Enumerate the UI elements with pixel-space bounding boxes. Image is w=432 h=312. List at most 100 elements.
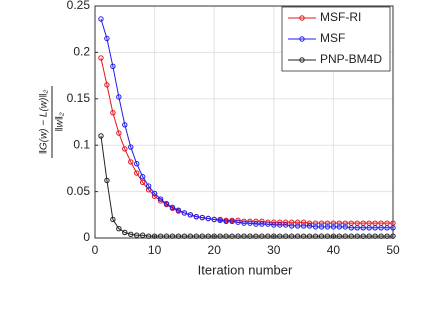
data-point xyxy=(157,233,164,239)
data-point xyxy=(348,225,354,231)
y-tick-label: 0.05 xyxy=(67,184,91,198)
data-point xyxy=(330,224,337,230)
data-point xyxy=(330,233,337,239)
legend-marker xyxy=(299,36,305,42)
data-point xyxy=(193,233,200,239)
x-tick-label: 10 xyxy=(148,243,162,257)
data-point xyxy=(390,225,396,231)
data-point xyxy=(181,210,188,216)
data-point xyxy=(283,233,289,239)
data-point xyxy=(271,219,277,225)
data-point xyxy=(241,233,247,239)
data-point xyxy=(122,146,128,152)
data-point xyxy=(306,233,313,239)
data-point xyxy=(169,233,176,239)
data-point xyxy=(390,233,396,239)
x-tick-label: 50 xyxy=(386,243,400,257)
data-point xyxy=(372,233,378,239)
data-point xyxy=(271,233,277,239)
data-point xyxy=(336,224,343,230)
data-point xyxy=(324,224,331,230)
data-point xyxy=(277,219,283,225)
data-point xyxy=(306,220,313,226)
data-point xyxy=(288,223,295,229)
data-point xyxy=(193,213,200,220)
y-label-numerator: ‖G(w) − L(w)‖₂ xyxy=(39,90,50,155)
data-point xyxy=(175,207,182,213)
data-point xyxy=(235,233,241,239)
data-point xyxy=(253,218,259,224)
series-line xyxy=(100,18,393,229)
data-point xyxy=(294,233,301,239)
data-point xyxy=(312,224,319,230)
data-point xyxy=(128,159,134,165)
data-point xyxy=(384,233,390,239)
data-point xyxy=(134,161,140,167)
x-axis-label: Iteration number xyxy=(198,262,293,277)
data-point xyxy=(229,218,235,224)
data-point xyxy=(253,221,259,227)
data-point xyxy=(223,233,229,239)
y-tick-label: 0.25 xyxy=(67,0,91,12)
data-point xyxy=(211,233,217,239)
data-point xyxy=(259,218,265,224)
data-point xyxy=(324,220,331,226)
data-point xyxy=(151,233,158,239)
data-point xyxy=(122,122,128,128)
data-point xyxy=(187,233,194,239)
data-point xyxy=(306,223,313,229)
y-tick-label: 0.15 xyxy=(67,91,91,105)
y-tick-label: 0.2 xyxy=(73,45,90,59)
data-point xyxy=(205,233,211,239)
data-point xyxy=(336,220,343,226)
data-point xyxy=(312,220,319,226)
data-point xyxy=(294,219,301,225)
data-point xyxy=(199,214,205,221)
data-point xyxy=(128,144,134,150)
data-point xyxy=(134,170,140,176)
data-point xyxy=(300,233,307,239)
data-point xyxy=(169,204,176,211)
data-point xyxy=(104,82,110,88)
data-point xyxy=(116,226,122,232)
data-point xyxy=(104,177,110,184)
legend-marker xyxy=(299,15,305,21)
data-point xyxy=(247,220,253,226)
x-tick-label: 30 xyxy=(267,243,281,257)
data-point xyxy=(175,233,182,239)
data-point xyxy=(366,233,372,239)
data-point xyxy=(253,233,259,239)
data-point xyxy=(277,233,283,239)
data-point xyxy=(271,222,277,228)
data-point xyxy=(199,233,205,239)
data-point xyxy=(342,220,349,226)
data-point xyxy=(187,212,194,218)
data-point xyxy=(300,223,307,229)
data-point xyxy=(163,233,170,239)
data-point xyxy=(163,200,170,207)
legend-label: PNP-BM4D xyxy=(320,52,382,66)
data-point xyxy=(110,216,116,223)
data-point xyxy=(116,130,122,136)
data-point xyxy=(110,110,116,116)
data-point xyxy=(294,223,301,229)
data-point xyxy=(324,233,331,239)
data-point xyxy=(181,233,188,239)
data-point xyxy=(348,233,354,239)
data-point xyxy=(241,220,247,226)
data-point xyxy=(283,222,289,228)
data-point xyxy=(342,233,349,239)
data-point xyxy=(211,216,217,223)
data-point xyxy=(145,187,152,193)
data-point xyxy=(330,220,337,226)
data-point xyxy=(378,233,384,239)
data-point xyxy=(229,233,235,239)
data-point xyxy=(98,55,104,61)
data-point xyxy=(283,219,289,225)
data-point xyxy=(247,233,253,239)
data-point xyxy=(128,231,134,237)
data-point xyxy=(277,222,283,228)
data-point xyxy=(384,225,390,231)
data-point xyxy=(318,220,325,226)
